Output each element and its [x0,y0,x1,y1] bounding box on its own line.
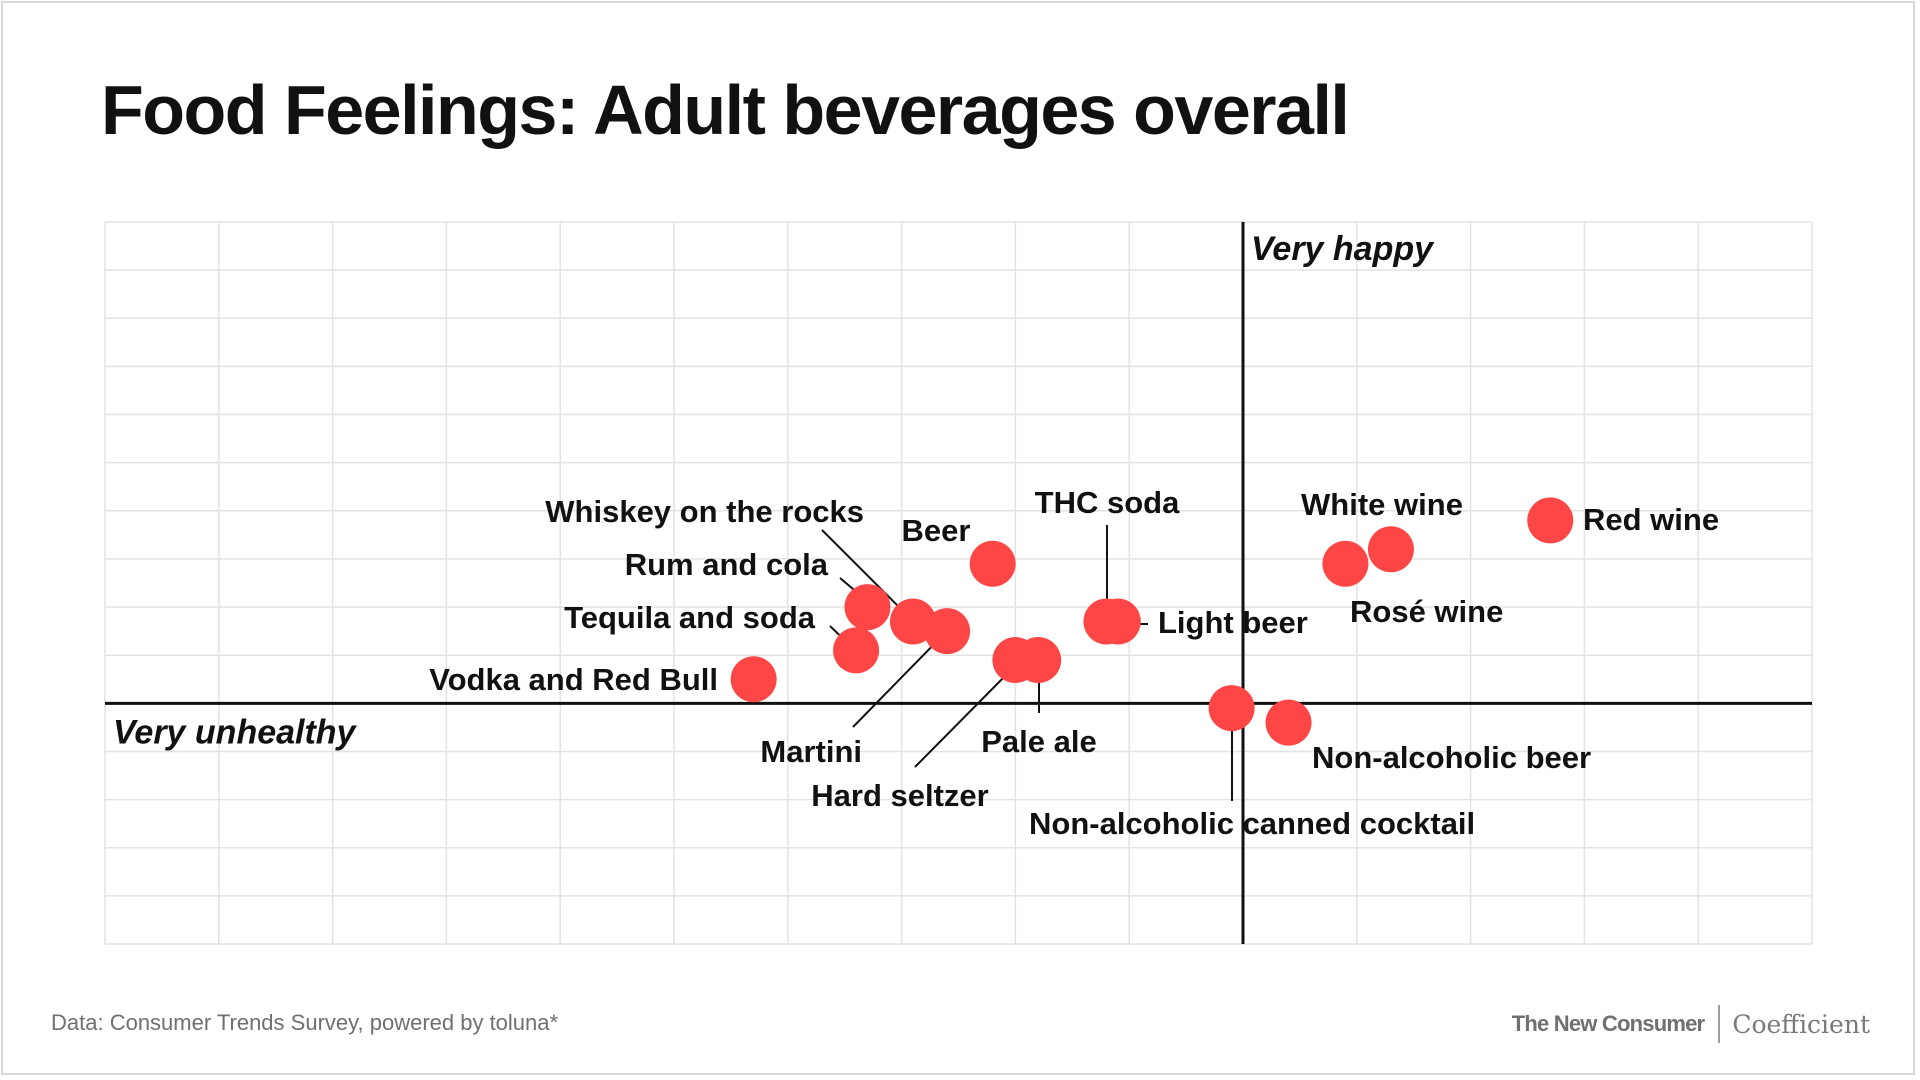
grid [104,221,1813,945]
point-labels: Vodka and Red Bull Tequila and soda Rum an… [429,485,1719,841]
data-points [730,497,1574,746]
point-label: Light beer [1158,605,1308,640]
leader-line [852,631,947,728]
leader-line [914,668,1013,768]
point-label: Hard seltzer [811,778,988,813]
scatter-chart: Very unhealthy Very happy Vodka and Red B… [104,221,1813,945]
data-point [1265,699,1312,746]
point-label: THC soda [1035,485,1180,520]
point-label: Non-alcoholic canned cocktail [1029,806,1475,841]
axes: Very unhealthy Very happy [105,222,1812,944]
point-label: Rum and cola [625,547,829,582]
point-label: Whiskey on the rocks [545,494,864,529]
data-source-note: Data: Consumer Trends Survey, powered by… [51,1010,559,1035]
credit-divider [1718,1005,1721,1043]
point-label: Non-alcoholic beer [1312,740,1591,775]
point-label: Rosé wine [1350,594,1503,629]
point-label: Red wine [1583,502,1719,537]
data-point [1208,685,1255,732]
data-point [844,584,891,631]
point-label: White wine [1301,487,1463,522]
data-point [730,656,777,703]
y-axis-label: Very happy [1251,230,1435,268]
data-point [1367,526,1414,573]
chart-title: Food Feelings: Adult beverages overall [101,71,1350,149]
data-point [1527,497,1574,544]
data-point [1015,637,1062,684]
data-point [969,540,1016,587]
credits: The New Consumer Coefficient [1512,1004,1870,1044]
x-axis-label: Very unhealthy [113,713,358,751]
point-label: Martini [760,734,862,769]
brand-coefficient: Coefficient [1732,1009,1870,1039]
point-label: Beer [902,513,971,548]
point-label: Pale ale [981,724,1096,759]
data-point [833,627,880,674]
point-label: Tequila and soda [564,600,816,635]
data-point [1322,540,1369,587]
data-point [1094,598,1141,645]
brand-the-new-consumer: The New Consumer [1511,1011,1705,1036]
point-label: Vodka and Red Bull [429,662,718,697]
data-point [924,608,971,655]
